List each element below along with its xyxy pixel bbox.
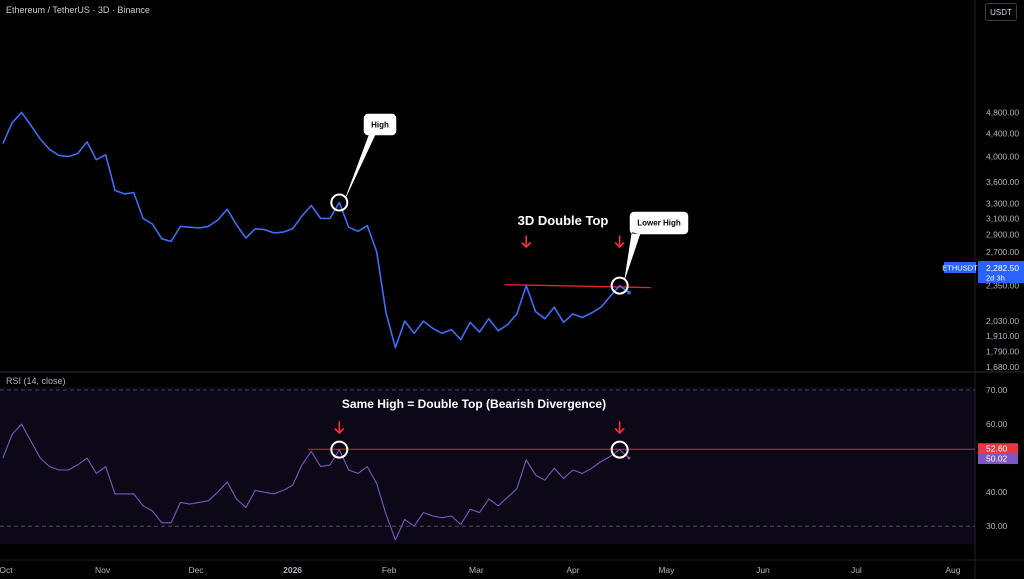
price-tick-label: 3,600.00 — [986, 177, 1019, 187]
rsi-tick-label: 60.00 — [986, 419, 1008, 429]
time-tick-label: Nov — [95, 565, 111, 575]
time-tick-label: Mar — [469, 565, 484, 575]
price-tick-label: 4,400.00 — [986, 128, 1019, 138]
time-tick-label: May — [658, 565, 675, 575]
price-axis[interactable]: 1,680.00 1,790.00 1,910.00 2,030.00 2,350.00… — [986, 107, 1019, 372]
rsi-levels — [0, 389, 975, 527]
lower-high-callout-text: Lower High — [637, 219, 681, 228]
high-marker-circle — [330, 193, 349, 212]
price-tick-label: 2,700.00 — [986, 247, 1019, 257]
price-tick-label: 2,900.00 — [986, 230, 1019, 240]
rsi-last-point — [627, 456, 631, 460]
price-tick-label: 4,800.00 — [986, 107, 1019, 117]
double-top-title: 3D Double Top — [518, 213, 609, 228]
chart-series — [2, 111, 631, 541]
high-callout-box — [345, 113, 397, 199]
chart-annotations: High 3D Double Top Lower High Same High = D… — [342, 113, 689, 411]
time-axis[interactable]: Oct Nov Dec 2026 Feb Mar Apr May Jun Jul Aug — [0, 565, 961, 575]
time-tick-label: Jun — [756, 565, 770, 575]
price-tick-label: 1,680.00 — [986, 362, 1019, 372]
rsi-level-tag-text: 52.60 — [986, 444, 1008, 454]
rsi-lower-high-marker-circle — [610, 440, 629, 459]
price-tick-label: 1,790.00 — [986, 347, 1019, 357]
down-arrow-icon — [521, 235, 532, 248]
price-line — [2, 111, 630, 349]
rsi-line — [2, 423, 630, 541]
price-tag-value: 2,282.50 — [986, 263, 1019, 273]
price-tick-label: 4,000.00 — [986, 152, 1019, 162]
rsi-tick-label: 70.00 — [986, 385, 1008, 395]
rsi-value-tag-text: 50.02 — [986, 454, 1008, 464]
down-arrow-icon — [614, 235, 625, 248]
time-tick-label: Feb — [382, 565, 397, 575]
down-arrow-icon — [614, 421, 625, 434]
lower-high-callout-box — [624, 211, 689, 280]
chart-markers — [330, 193, 629, 459]
chart-title: Ethereum / TetherUS · 3D · Binance — [6, 5, 150, 15]
symbol-tag-text: ETHUSDT — [942, 264, 978, 273]
divergence-title: Same High = Double Top (Bearish Divergen… — [342, 397, 606, 411]
price-tick-label: 2,030.00 — [986, 316, 1019, 326]
time-tick-label: Aug — [945, 565, 960, 575]
rsi-level-tag — [978, 443, 1018, 455]
high-callout-text: High — [371, 121, 389, 130]
currency-button[interactable]: USDT — [985, 3, 1017, 21]
time-tick-label: Jul — [851, 565, 862, 575]
rsi-value-tag — [978, 453, 1018, 465]
symbol-tag — [944, 262, 976, 273]
lower-high-marker-circle — [610, 276, 629, 295]
time-tick-label: Apr — [566, 565, 579, 575]
down-arrow-icon — [334, 421, 345, 434]
rsi-pane-background — [0, 387, 975, 544]
time-tick-label: Oct — [0, 565, 13, 575]
price-resistance-line — [504, 283, 651, 289]
price-tag-countdown: 2d 3h — [986, 274, 1005, 283]
rsi-tick-label: 40.00 — [986, 487, 1008, 497]
time-tick-label: Dec — [188, 565, 204, 575]
rsi-legend-label: RSI (14, close) — [6, 376, 66, 386]
price-tick-label: 1,910.00 — [986, 331, 1019, 341]
price-tick-label: 3,100.00 — [986, 213, 1019, 223]
price-tick-label: 3,300.00 — [986, 198, 1019, 208]
price-last-point — [627, 290, 631, 295]
price-tick-label: 2,350.00 — [986, 281, 1019, 291]
price-tag — [978, 261, 1024, 283]
rsi-tick-label: 30.00 — [986, 521, 1008, 531]
resistance-lines — [308, 283, 975, 450]
time-tick-label: 2026 — [283, 565, 302, 575]
rsi-high-marker-circle — [330, 440, 349, 459]
